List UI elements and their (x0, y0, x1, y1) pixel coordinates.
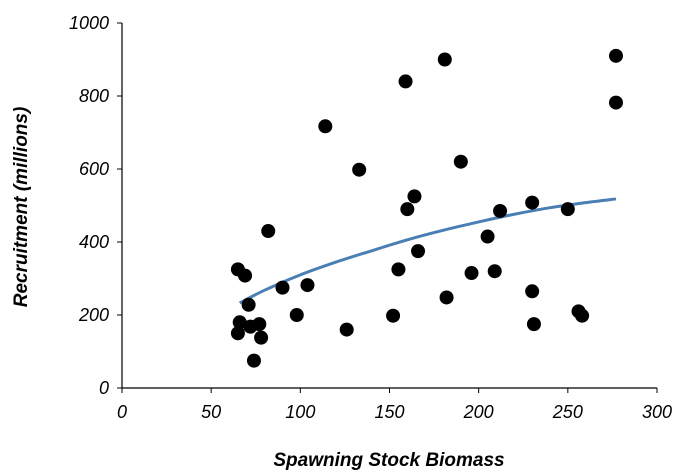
data-point (575, 308, 590, 323)
data-point (480, 229, 495, 244)
x-tick-label: 0 (117, 402, 127, 422)
data-point (493, 203, 508, 218)
data-point (261, 224, 276, 239)
data-point (391, 262, 406, 277)
data-point (398, 74, 413, 89)
y-tick-label: 400 (79, 232, 109, 252)
data-point (241, 297, 256, 312)
data-point (275, 280, 290, 295)
tick-labels-layer: 0 200 400 600 800 1000 0 50 100 150 200 250 300 (69, 13, 672, 422)
data-point (232, 315, 247, 330)
y-tick-label: 600 (79, 159, 109, 179)
data-point (439, 290, 454, 305)
data-point (339, 322, 354, 337)
data-point (400, 202, 415, 217)
data-point (318, 119, 333, 134)
data-point (560, 202, 575, 217)
data-point (608, 95, 623, 110)
data-point (437, 52, 452, 67)
x-tick-label: 300 (642, 402, 672, 422)
data-point (254, 330, 269, 345)
y-tick-label: 800 (79, 86, 109, 106)
data-point (453, 154, 468, 169)
x-tick-label: 100 (285, 402, 315, 422)
data-point (525, 284, 540, 299)
data-point (230, 326, 245, 341)
data-point (487, 264, 502, 279)
x-axis-title: Spawning Stock Biomass (273, 450, 504, 471)
data-point (526, 317, 541, 332)
data-point (252, 317, 267, 332)
data-point (608, 48, 623, 63)
data-point (289, 308, 304, 322)
x-tick-label: 50 (201, 402, 221, 422)
data-point (407, 189, 422, 204)
data-point (386, 308, 401, 323)
x-tick-label: 200 (463, 402, 494, 422)
fit-curve (239, 197, 617, 305)
data-point (525, 195, 540, 210)
data-points-layer (230, 48, 623, 368)
x-tick-label: 250 (552, 402, 583, 422)
data-point (300, 278, 315, 293)
data-point (352, 162, 367, 177)
data-point (238, 268, 253, 283)
data-point (411, 244, 426, 259)
data-point (246, 353, 261, 368)
y-axis-title: Recruitment (millions) (11, 107, 32, 308)
data-point (464, 266, 479, 281)
axes (117, 22, 658, 393)
y-tick-label: 0 (99, 378, 109, 398)
fit-curve-layer (239, 197, 617, 305)
y-tick-label: 200 (78, 305, 109, 325)
y-tick-label: 1000 (69, 13, 109, 33)
x-tick-label: 150 (374, 402, 404, 422)
